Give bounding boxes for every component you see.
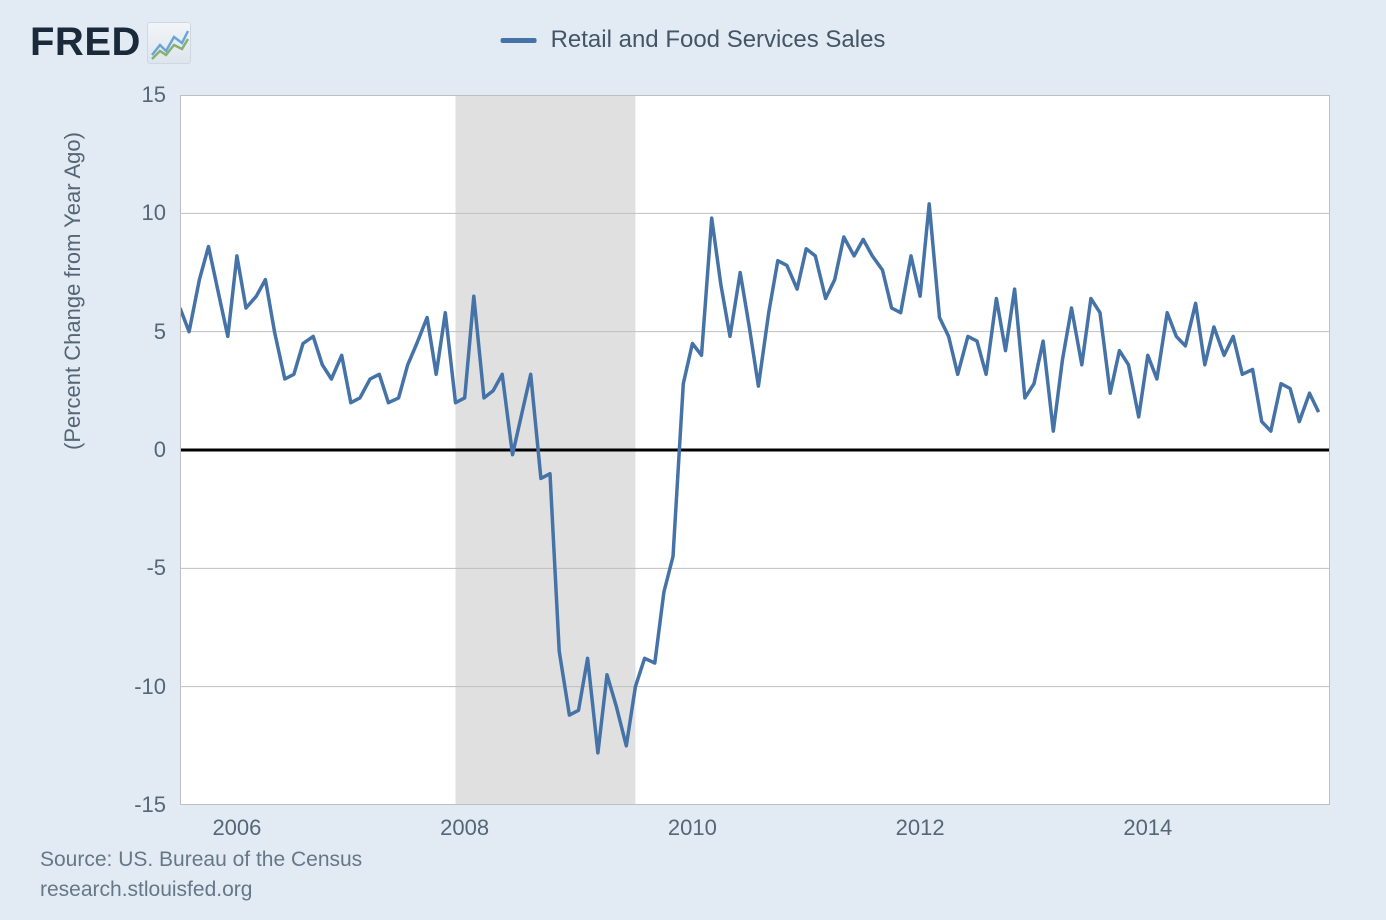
fred-logo: FRED — [30, 20, 191, 65]
data-series — [180, 204, 1319, 753]
chart-frame: FRED Retail and Food Services Sales (Per… — [20, 20, 1366, 900]
x-tick-label: 2010 — [668, 815, 717, 841]
y-tick-label: -15 — [134, 792, 166, 818]
x-tick-label: 2008 — [440, 815, 489, 841]
legend-swatch — [501, 38, 537, 43]
legend-label: Retail and Food Services Sales — [551, 26, 886, 54]
y-tick-label: 0 — [154, 437, 166, 463]
y-tick-label: 15 — [142, 82, 166, 108]
x-tick-label: 2012 — [896, 815, 945, 841]
x-tick-label: 2014 — [1123, 815, 1172, 841]
site-text: research.stlouisfed.org — [40, 878, 252, 902]
y-axis-label: (Percent Change from Year Ago) — [60, 132, 86, 450]
y-tick-label: 10 — [142, 200, 166, 226]
logo-text: FRED — [30, 20, 141, 65]
y-tick-label: -5 — [146, 555, 166, 581]
y-tick-label: -10 — [134, 674, 166, 700]
chart-plot-area — [180, 95, 1330, 805]
fred-logo-icon — [147, 22, 191, 64]
chart-legend: Retail and Food Services Sales — [501, 26, 886, 54]
chart-svg — [180, 95, 1330, 805]
source-text: Source: US. Bureau of the Census — [40, 848, 362, 872]
x-tick-label: 2006 — [212, 815, 261, 841]
y-tick-label: 5 — [154, 319, 166, 345]
